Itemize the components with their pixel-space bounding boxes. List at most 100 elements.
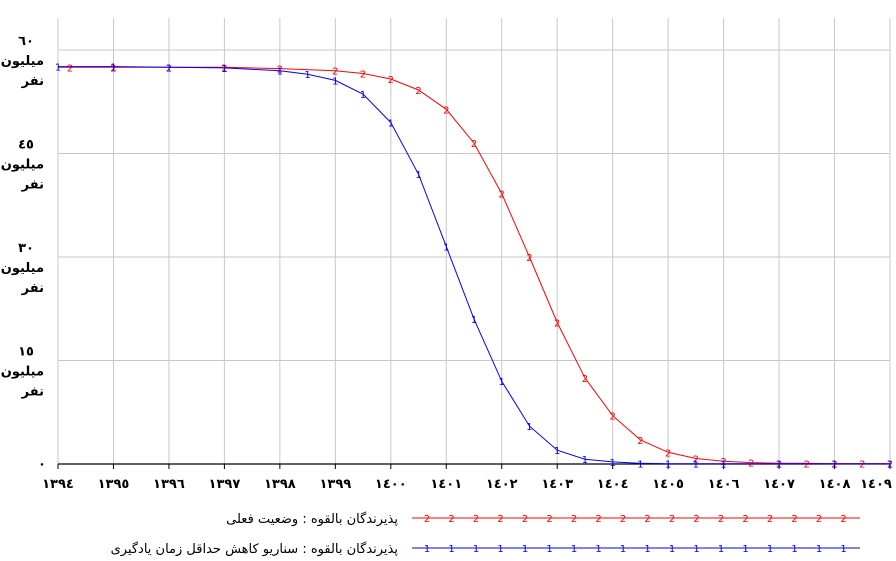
legend-marker: 2	[424, 514, 430, 525]
data-point-marker: 1	[499, 377, 505, 388]
legend-marker: 2	[718, 514, 724, 525]
legend-marker: 1	[718, 544, 724, 555]
data-point-marker: 2	[720, 457, 726, 468]
x-tick-label: ۱٤۰۸	[819, 477, 851, 492]
data-point-marker: 1	[665, 460, 671, 471]
data-point-marker: 2	[67, 63, 73, 74]
data-point-marker: 2	[804, 459, 810, 470]
legend-label: پذیرندگان بالقوه : وضعیت فعلی	[226, 511, 398, 527]
legend-marker: 1	[424, 544, 430, 555]
legend-marker: 2	[840, 514, 846, 525]
legend-marker: 2	[644, 514, 650, 525]
legend-marker: 2	[791, 514, 797, 525]
grid-lines	[57, 18, 891, 464]
series-2: 1 1 1 1 1 1 1 1 1 1 1 1 1 1 1 1 1 1 1 1 1 1 1 1	[55, 63, 893, 471]
y-tick-unit-label: میلیون	[1, 54, 44, 69]
data-point-marker: 1	[110, 63, 116, 74]
x-tick-label: ۱٤۰٤	[597, 477, 629, 492]
data-point-marker: 1	[526, 422, 532, 433]
x-tick-label: ۱٤۰۰	[375, 477, 407, 492]
legend-marker: 2	[620, 514, 626, 525]
legend-marker: 1	[571, 544, 577, 555]
y-tick-unit-label: نفر	[21, 281, 44, 296]
data-point-marker: 2	[221, 63, 227, 74]
legend-entry-2: 1 1 1 1 1 1 1 1 1 1 1 1 1 1 1 1 1 1 پذیرندگان بالقوه : سنا…	[111, 541, 860, 557]
legend-marker: 1	[669, 544, 675, 555]
legend-marker: 2	[497, 514, 503, 525]
x-tick-label: ۱۳۹۷	[209, 477, 241, 492]
data-point-marker: 1	[415, 170, 421, 181]
data-point-marker: 1	[360, 90, 366, 101]
data-point-marker: 1	[304, 70, 310, 81]
legend-marker: 1	[546, 544, 552, 555]
data-point-marker: 2	[388, 75, 394, 86]
legend-marker: 2	[669, 514, 675, 525]
legend-marker: 2	[448, 514, 454, 525]
data-point-marker: 2	[499, 190, 505, 201]
legend-marker: 1	[840, 544, 846, 555]
legend: 2 2 2 2 2 2 2 2 2 2 2 2 2 2 2 2 2 2 پذیرندگان بالقوه : وضع…	[111, 511, 860, 557]
data-point-marker: 1	[221, 64, 227, 75]
legend-marker: 2	[473, 514, 479, 525]
data-point-marker: 1	[388, 118, 394, 129]
data-point-marker: 2	[859, 460, 865, 471]
series-line	[58, 66, 890, 465]
data-point-marker: 1	[693, 460, 699, 471]
legend-marker: 1	[497, 544, 503, 555]
data-point-marker: 2	[277, 65, 283, 76]
legend-marker: 2	[546, 514, 552, 525]
x-tick-label: ۱٤۰٦	[708, 477, 740, 492]
data-point-marker: 2	[471, 139, 477, 150]
data-point-marker: 1	[776, 460, 782, 471]
y-tick-label: ۰	[38, 457, 46, 472]
y-tick-unit-label: میلیون	[1, 365, 44, 380]
data-point-marker: 2	[554, 319, 560, 330]
legend-marker: 2	[816, 514, 822, 525]
series-line	[58, 66, 890, 465]
data-point-marker: 2	[831, 460, 837, 471]
x-tick-label: ۱۳۹٥	[98, 477, 130, 492]
data-point-marker: 1	[471, 315, 477, 326]
y-tick-label: ۳۰	[18, 241, 34, 256]
legend-marker: 1	[620, 544, 626, 555]
data-point-marker: 2	[582, 374, 588, 385]
data-point-marker: 1	[55, 63, 61, 74]
data-point-marker: 2	[166, 63, 172, 74]
x-tick-label: ۱٤۰۷	[763, 477, 795, 492]
data-point-marker: 1	[637, 459, 643, 470]
legend-marker: 2	[571, 514, 577, 525]
legend-marker: 2	[522, 514, 528, 525]
data-point-marker: 1	[332, 76, 338, 87]
y-tick-unit-label: میلیون	[1, 261, 44, 276]
legend-marker: 2	[767, 514, 773, 525]
data-point-marker: 2	[887, 460, 893, 471]
data-point-marker: 2	[665, 448, 671, 459]
data-point-marker: 2	[776, 459, 782, 470]
y-tick-label: ٦۰	[18, 34, 34, 49]
legend-entry-1: 2 2 2 2 2 2 2 2 2 2 2 2 2 2 2 2 2 2 پذیرندگان بالقوه : وضع…	[226, 511, 860, 527]
legend-marker: 1	[742, 544, 748, 555]
data-point-marker: 1	[887, 460, 893, 471]
x-tick-label: ۱۳۹٦	[153, 477, 185, 492]
data-point-marker: 1	[609, 458, 615, 469]
legend-marker: 1	[522, 544, 528, 555]
legend-marker: 1	[644, 544, 650, 555]
legend-marker: 1	[767, 544, 773, 555]
data-point-marker: 1	[277, 67, 283, 78]
legend-label: پذیرندگان بالقوه : سناریو کاهش حداقل زما…	[111, 541, 399, 557]
x-tick-label: ۱٤۰۳	[541, 477, 573, 492]
data-point-marker: 2	[110, 63, 116, 74]
y-tick-unit-label: نفر	[21, 178, 44, 193]
legend-marker: 1	[473, 544, 479, 555]
y-tick-label: ٤٥	[18, 138, 34, 153]
data-point-marker: 1	[582, 455, 588, 466]
y-tick-unit-label: نفر	[21, 74, 44, 89]
data-point-marker: 1	[554, 446, 560, 457]
y-tick-unit-label: میلیون	[1, 158, 44, 173]
data-point-marker: 2	[415, 86, 421, 97]
x-tick-label: ۱۳۹٤	[42, 477, 74, 492]
data-point-marker: 1	[443, 243, 449, 254]
